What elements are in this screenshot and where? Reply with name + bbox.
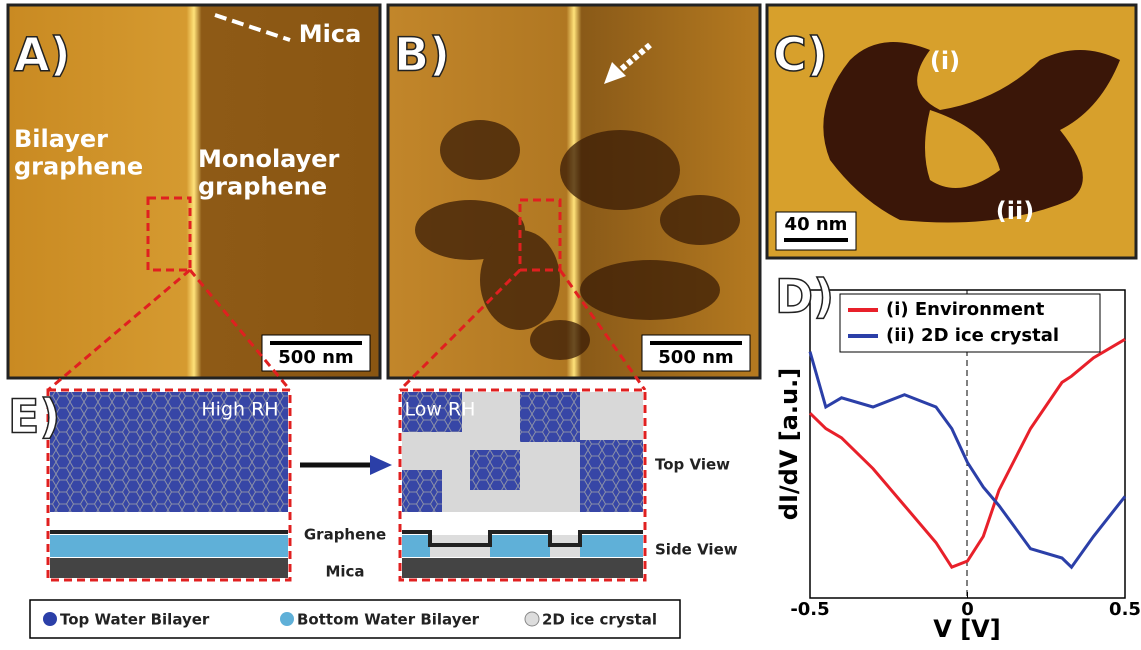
layer-label: Graphene bbox=[304, 526, 386, 544]
legend-swatch bbox=[43, 612, 57, 626]
legend-label: (ii) 2D ice crystal bbox=[886, 325, 1059, 346]
scale-label: 500 nm bbox=[658, 347, 733, 368]
legend-label: (i) Environment bbox=[886, 299, 1045, 320]
mica-layer bbox=[50, 558, 288, 578]
panel-b: B) 500 nm bbox=[388, 5, 760, 378]
panel-label: E) bbox=[8, 390, 60, 444]
view-label: Top View bbox=[655, 456, 730, 474]
water-layer bbox=[50, 535, 288, 557]
figure: A) Mica Bilayergraphene Monolayergraphen… bbox=[0, 0, 1141, 646]
panel-label: C) bbox=[773, 28, 828, 82]
legend-swatch bbox=[525, 612, 539, 626]
x-tick-label: -0.5 bbox=[790, 599, 829, 620]
panel-label: A) bbox=[14, 28, 71, 82]
panel-label: D) bbox=[775, 270, 834, 324]
panel-c: (i) (ii) C) 40 nm bbox=[767, 5, 1136, 258]
condition-label: High RH bbox=[201, 399, 278, 421]
panel-label: B) bbox=[394, 28, 450, 82]
arrow-head bbox=[370, 455, 392, 475]
mica-layer bbox=[402, 558, 643, 578]
x-tick-label: 0 bbox=[961, 599, 974, 620]
layer-label: Mica bbox=[325, 563, 364, 581]
legend-swatch bbox=[280, 612, 294, 626]
view-label: Side View bbox=[655, 541, 738, 559]
scale-label: 500 nm bbox=[278, 347, 353, 368]
region-label: (ii) bbox=[996, 197, 1034, 225]
legend-label: 2D ice crystal bbox=[542, 611, 657, 629]
mica-label: Mica bbox=[299, 20, 362, 48]
condition-label: Low RH bbox=[405, 399, 476, 421]
scale-label: 40 nm bbox=[785, 214, 848, 235]
legend-label: Bottom Water Bilayer bbox=[297, 611, 480, 629]
legend-label: Top Water Bilayer bbox=[60, 611, 210, 629]
y-axis-label: dI/dV [a.u.] bbox=[775, 368, 803, 520]
graphene-layer bbox=[50, 530, 288, 534]
x-tick-label: 0.5 bbox=[1109, 599, 1141, 620]
region-label: (i) bbox=[930, 47, 960, 75]
